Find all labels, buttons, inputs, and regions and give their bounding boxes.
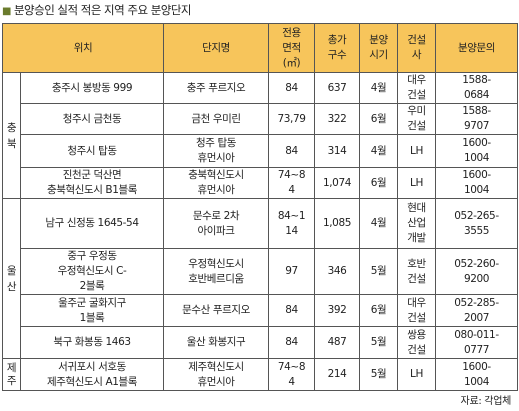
region-cell-chungbuk: 충 북: [2, 72, 21, 199]
builder-cell: 쌍용 건설: [397, 326, 436, 359]
builder-cell: LH: [397, 134, 436, 168]
contact-cell: 052-260- 9200: [435, 248, 518, 295]
complex-cell: 우정혁신도시 호반베르디움: [163, 248, 269, 295]
units-cell: 1,074: [314, 167, 360, 199]
area-cell: 74~8 4: [268, 167, 315, 199]
header-contact: 분양문의: [435, 23, 518, 73]
builder-cell: 호반 건설: [397, 248, 436, 295]
contact-cell: 052-265- 3555: [435, 198, 518, 249]
units-cell: 322: [314, 103, 360, 135]
period-cell: 6월: [359, 167, 398, 199]
period-cell: 5월: [359, 358, 398, 391]
complex-cell: 충주 푸르지오: [163, 72, 269, 104]
complex-cell: 문수로 2차 아이파크: [163, 198, 269, 249]
location-cell: 청주시 금천동: [20, 103, 164, 135]
builder-cell: LH: [397, 358, 436, 391]
complex-cell: 문수산 푸르지오: [163, 294, 269, 327]
header-location: 위치: [2, 23, 164, 73]
period-cell: 6월: [359, 103, 398, 135]
complex-cell: 금천 우미린: [163, 103, 269, 135]
contact-cell: 1600- 1004: [435, 134, 518, 168]
contact-cell: 1600- 1004: [435, 167, 518, 199]
contact-cell: 052-285- 2007: [435, 294, 518, 327]
builder-cell: 현대 산업 개발: [397, 198, 436, 249]
table-row: 울 산 남구 신정동 1645-54 문수로 2차 아이파크 84~1 14 1…: [2, 198, 518, 359]
table-row: 제 주 서귀포시 서호동 제주혁신도시 A1블록 제주혁신도시 휴먼시아 74~…: [2, 358, 518, 391]
units-cell: 346: [314, 248, 360, 295]
units-cell: 637: [314, 72, 360, 104]
table-row: 중구 우정동 우정혁신도시 C- 2블록 우정혁신도시 호반베르디움 97 34…: [3, 248, 518, 295]
header-row: 위치 단지명 전용 면적 (㎡) 총가 구수 분양 시기 건설 사 분양문의: [2, 23, 518, 73]
header-units: 총가 구수: [314, 23, 360, 73]
presale-complex-table: 위치 단지명 전용 면적 (㎡) 총가 구수 분양 시기 건설 사 분양문의 충…: [2, 23, 518, 391]
period-cell: 5월: [359, 326, 398, 359]
square-bullet-icon: ■: [2, 6, 11, 17]
header-complex: 단지명: [163, 23, 269, 73]
location-cell: 서귀포시 서호동 제주혁신도시 A1블록: [20, 358, 164, 391]
builder-cell: 우미 건설: [397, 103, 436, 135]
header-builder: 건설 사: [397, 23, 436, 73]
header-period: 분양 시기: [359, 23, 398, 73]
period-cell: 6월: [359, 294, 398, 327]
location-cell: 충주시 봉방동 999: [20, 72, 164, 104]
location-cell: 중구 우정동 우정혁신도시 C- 2블록: [20, 248, 164, 295]
area-cell: 84: [268, 134, 315, 168]
location-cell: 진천군 덕산면 충북혁신도시 B1블록: [20, 167, 164, 199]
location-cell: 남구 신정동 1645-54: [20, 198, 164, 249]
table-row: 충 북 충주시 봉방동 999 충주 푸르지오 84 637 4월 대우 건설 …: [2, 72, 518, 199]
units-cell: 392: [314, 294, 360, 327]
builder-cell: LH: [397, 167, 436, 199]
location-cell: 청주시 탑동: [20, 134, 164, 168]
period-cell: 5월: [359, 248, 398, 295]
complex-cell: 청주 탑동 휴먼시아: [163, 134, 269, 168]
header-area: 전용 면적 (㎡): [268, 23, 315, 73]
location-cell: 울주군 굴화지구 1블록: [20, 294, 164, 327]
title-text: 분양승인 실적 적은 지역 주요 분양단지: [13, 3, 192, 17]
area-cell: 84~1 14: [268, 198, 315, 249]
source-note: 자료: 각업체: [460, 396, 512, 407]
table-row: 진천군 덕산면 충북혁신도시 B1블록 충북혁신도시 휴먼시아 74~8 4 1…: [3, 167, 518, 199]
area-cell: 84: [268, 326, 315, 359]
complex-cell: 제주혁신도시 휴먼시아: [163, 358, 269, 391]
contact-cell: 1588- 9707: [435, 103, 518, 135]
period-cell: 4월: [359, 198, 398, 249]
units-cell: 1,085: [314, 198, 360, 249]
period-cell: 4월: [359, 72, 398, 104]
region-cell-jeju: 제 주: [2, 358, 21, 391]
table-row: 북구 화봉동 1463 울산 화봉지구 84 487 5월 쌍용 건설 080-…: [3, 326, 518, 359]
contact-cell: 1600- 1004: [435, 358, 518, 391]
location-cell: 북구 화봉동 1463: [20, 326, 164, 359]
table-row: 청주시 금천동 금천 우미린 73,79 322 6월 우미 건설 1588- …: [3, 103, 518, 135]
units-cell: 487: [314, 326, 360, 359]
area-cell: 84: [268, 294, 315, 327]
table-title: ■ 분양승인 실적 적은 지역 주요 분양단지: [2, 2, 192, 18]
builder-cell: 대우 건설: [397, 294, 436, 327]
builder-cell: 대우 건설: [397, 72, 436, 104]
units-cell: 314: [314, 134, 360, 168]
units-cell: 214: [314, 358, 360, 391]
table-row: 청주시 탑동 청주 탑동 휴먼시아 84 314 4월 LH 1600- 100…: [3, 134, 518, 168]
area-cell: 74~8 4: [268, 358, 315, 391]
area-cell: 73,79: [268, 103, 315, 135]
area-cell: 84: [268, 72, 315, 104]
complex-cell: 충북혁신도시 휴먼시아: [163, 167, 269, 199]
contact-cell: 1588- 0684: [435, 72, 518, 104]
complex-cell: 울산 화봉지구: [163, 326, 269, 359]
area-cell: 97: [268, 248, 315, 295]
contact-cell: 080-011- 0777: [435, 326, 518, 359]
table-row: 울주군 굴화지구 1블록 문수산 푸르지오 84 392 6월 대우 건설 05…: [3, 294, 518, 327]
period-cell: 4월: [359, 134, 398, 168]
region-cell-ulsan: 울 산: [2, 198, 21, 359]
